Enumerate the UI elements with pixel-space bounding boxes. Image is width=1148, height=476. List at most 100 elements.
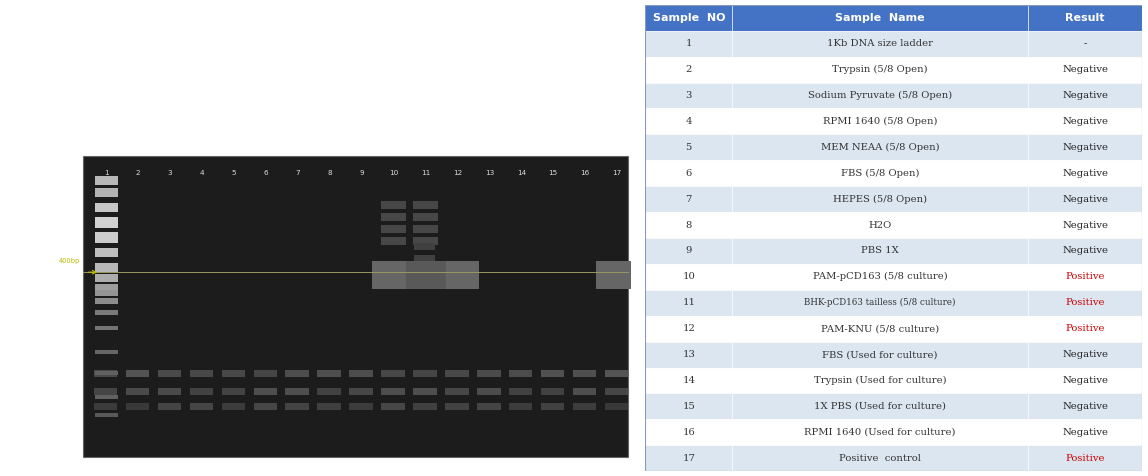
Bar	[1027, 342, 1142, 367]
Bar	[94, 370, 117, 377]
Text: 8: 8	[685, 220, 692, 229]
Bar	[254, 388, 277, 395]
Bar	[381, 237, 406, 245]
Bar	[441, 266, 474, 287]
Text: 4: 4	[685, 117, 692, 126]
Text: Positive  control: Positive control	[839, 454, 921, 463]
Bar	[573, 403, 596, 410]
Bar	[645, 212, 732, 238]
Bar	[605, 370, 628, 377]
Bar	[645, 238, 732, 264]
Bar	[94, 188, 118, 197]
Bar	[1027, 212, 1142, 238]
Text: Negative: Negative	[1062, 169, 1108, 178]
Bar	[157, 370, 181, 377]
Text: 10: 10	[682, 272, 696, 281]
Text: 1Kb DNA size ladder: 1Kb DNA size ladder	[827, 39, 933, 48]
Bar	[94, 403, 117, 410]
Bar	[378, 266, 410, 287]
Bar	[645, 264, 732, 290]
Bar	[1027, 446, 1142, 471]
Bar	[94, 264, 118, 272]
Bar	[732, 30, 1027, 57]
Bar	[732, 57, 1027, 82]
Bar	[732, 82, 1027, 109]
Bar	[349, 403, 373, 410]
Text: Negative: Negative	[1062, 247, 1108, 256]
Bar	[1027, 264, 1142, 290]
Bar	[645, 5, 732, 30]
Text: 1: 1	[685, 39, 692, 48]
Bar	[254, 403, 277, 410]
Bar	[445, 270, 470, 285]
Bar	[1027, 5, 1142, 30]
Bar	[94, 298, 118, 304]
Bar	[286, 388, 309, 395]
Bar	[645, 134, 732, 160]
Bar	[413, 225, 437, 233]
Text: Positive: Positive	[1065, 272, 1104, 281]
Text: Sample  NO: Sample NO	[652, 13, 726, 23]
Bar	[349, 370, 373, 377]
Bar	[1027, 30, 1142, 57]
Text: Negative: Negative	[1062, 91, 1108, 100]
Bar	[413, 370, 436, 377]
Text: 1: 1	[104, 169, 109, 176]
Bar	[732, 446, 1027, 471]
Text: Negative: Negative	[1062, 402, 1108, 411]
Bar	[509, 388, 533, 395]
Bar	[732, 212, 1027, 238]
Text: 11: 11	[682, 298, 696, 307]
Bar	[222, 403, 246, 410]
Bar	[381, 213, 406, 221]
Bar	[732, 367, 1027, 394]
Bar	[541, 388, 565, 395]
Bar	[94, 310, 118, 315]
Bar	[413, 213, 437, 221]
Text: 15: 15	[682, 402, 696, 411]
Text: 13: 13	[682, 350, 696, 359]
Bar	[254, 370, 277, 377]
Text: Negative: Negative	[1062, 143, 1108, 152]
Text: 14: 14	[517, 169, 526, 176]
Bar	[349, 388, 373, 395]
Bar	[94, 218, 118, 228]
Bar	[541, 370, 565, 377]
Bar	[189, 388, 214, 395]
Text: 6: 6	[685, 169, 692, 178]
Bar	[605, 270, 629, 285]
Bar	[1027, 238, 1142, 264]
Bar	[94, 248, 118, 258]
Text: Negative: Negative	[1062, 376, 1108, 385]
Bar	[286, 403, 309, 410]
Bar	[317, 403, 341, 410]
Bar	[645, 82, 732, 109]
Bar	[94, 349, 118, 354]
Bar	[1027, 394, 1142, 419]
Bar	[1027, 290, 1142, 316]
Bar	[1027, 419, 1142, 446]
Bar	[83, 156, 628, 457]
Bar	[1027, 82, 1142, 109]
Bar	[381, 370, 405, 377]
Bar	[645, 316, 732, 342]
Text: 14: 14	[682, 376, 696, 385]
Bar	[732, 238, 1027, 264]
Text: 10: 10	[389, 169, 398, 176]
Bar	[732, 290, 1027, 316]
Bar	[445, 388, 468, 395]
Bar	[645, 160, 732, 186]
Bar	[126, 403, 149, 410]
Bar	[94, 413, 118, 417]
Text: Negative: Negative	[1062, 195, 1108, 204]
Bar	[94, 290, 118, 296]
Bar	[94, 388, 117, 395]
Bar	[645, 342, 732, 367]
Bar	[157, 388, 181, 395]
Bar	[476, 403, 501, 410]
Bar	[600, 266, 634, 287]
Bar	[94, 203, 118, 212]
Bar	[94, 176, 118, 185]
Bar	[605, 388, 628, 395]
Bar	[1027, 367, 1142, 394]
